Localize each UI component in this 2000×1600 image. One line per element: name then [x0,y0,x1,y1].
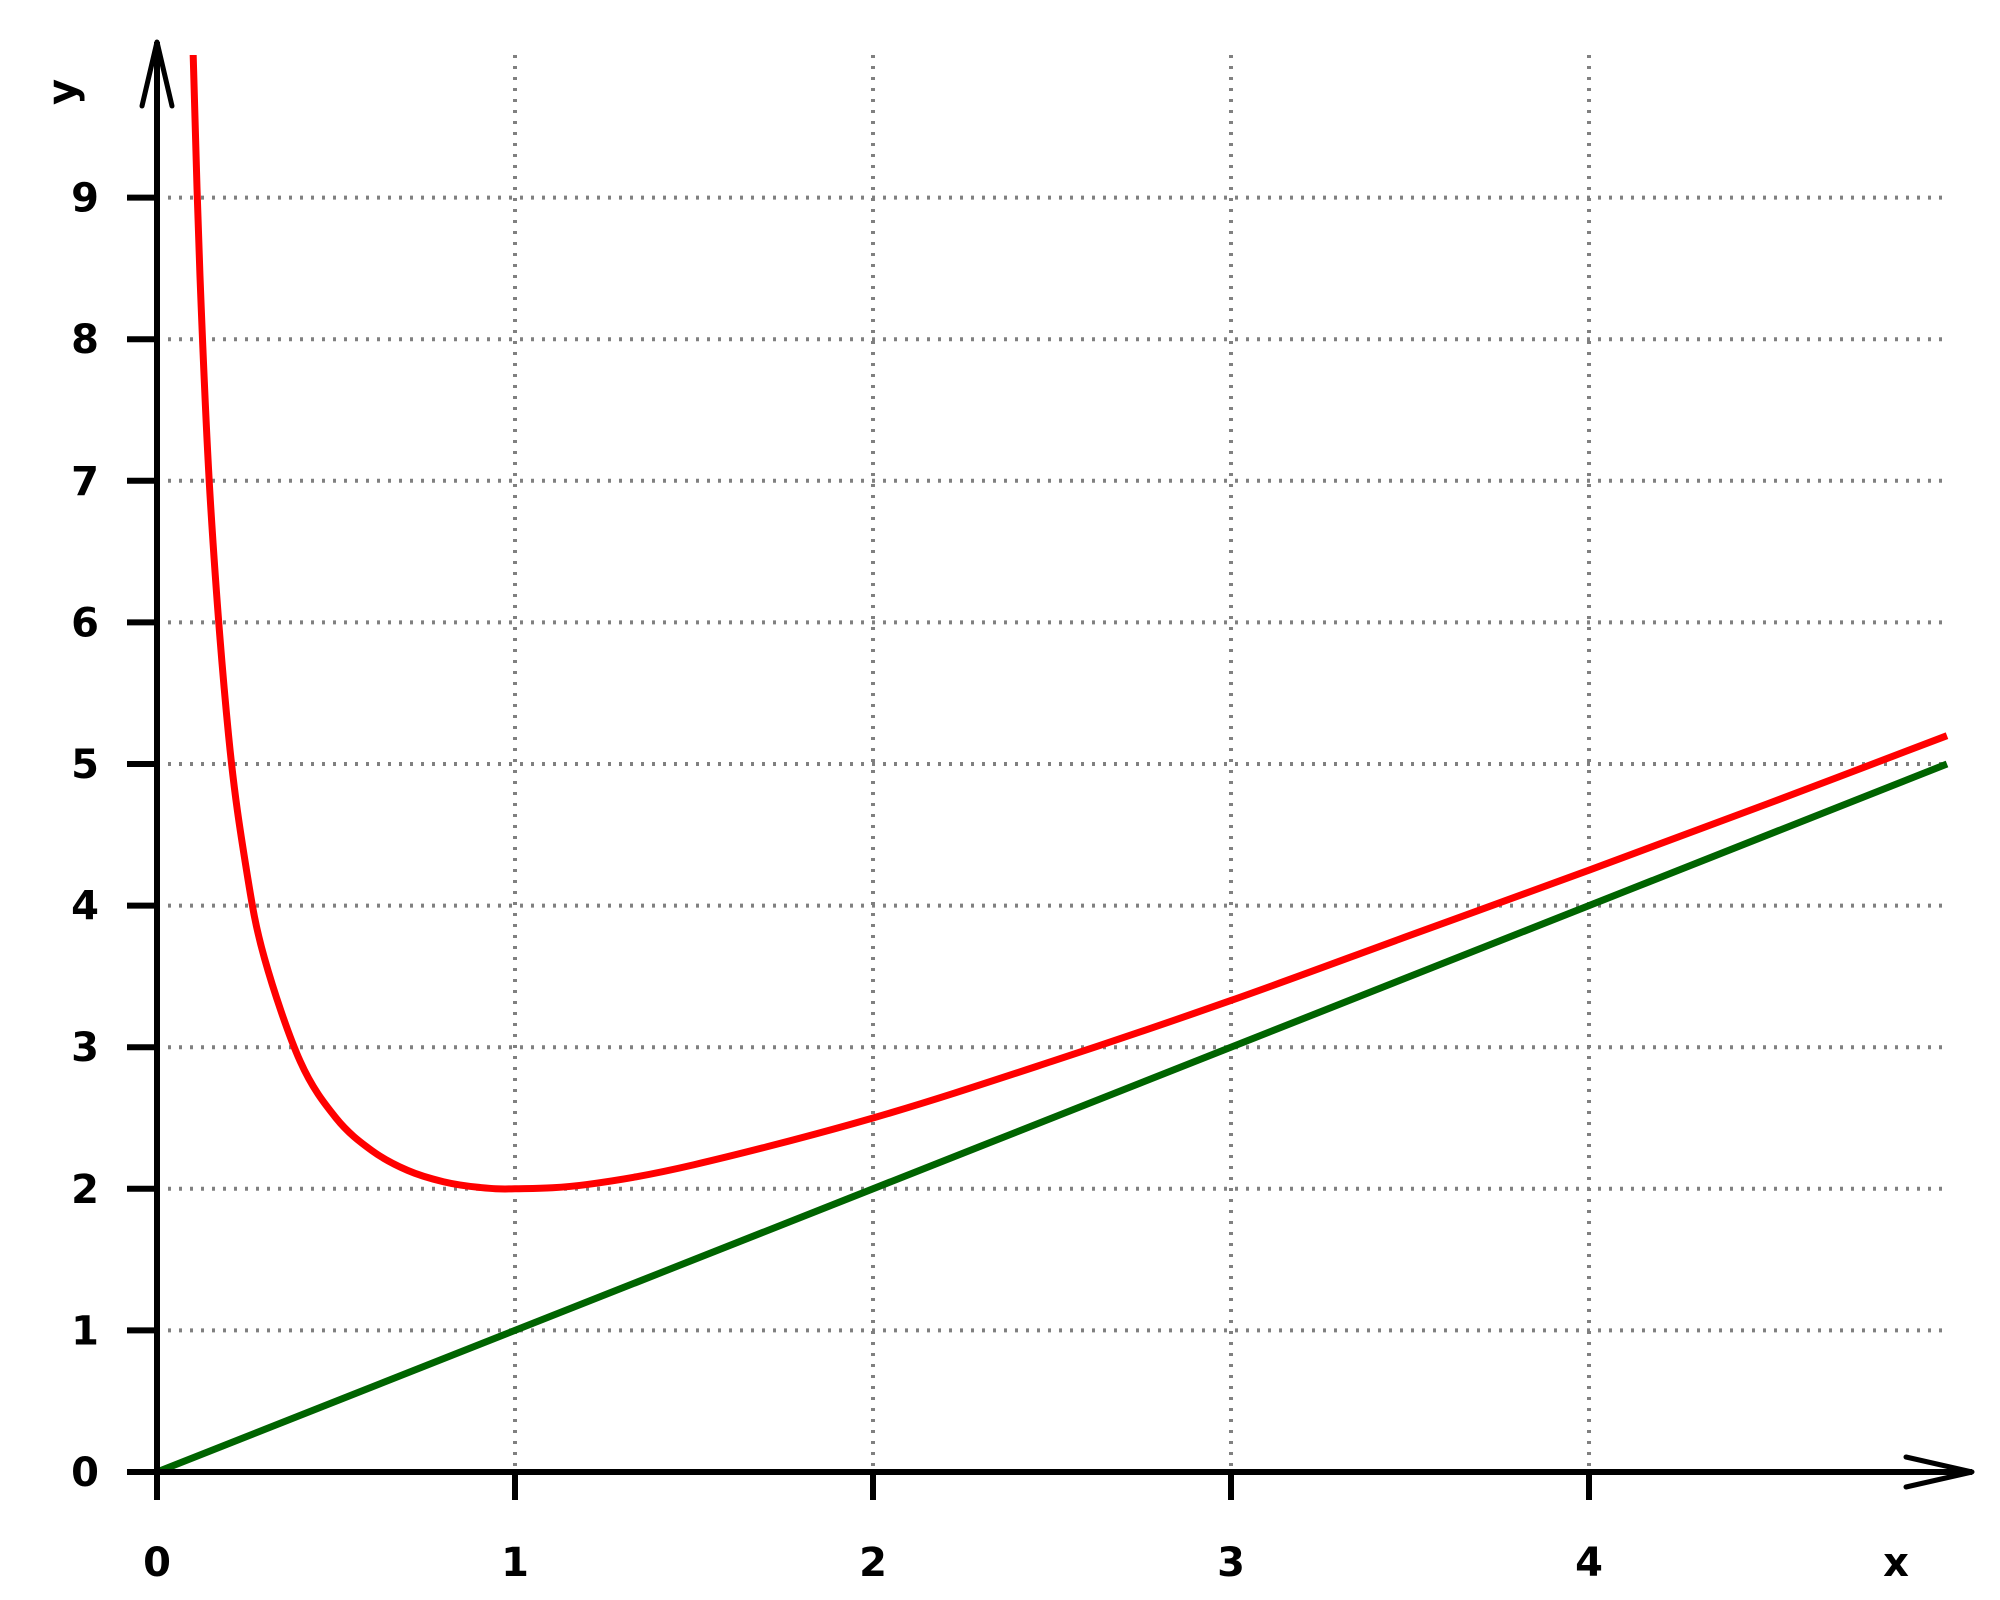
x-axis-arrow-icon [1903,1454,1975,1490]
x-axis-label: x [1883,1540,1909,1586]
axes [127,39,1975,1500]
y-axis-arrow-icon [139,39,175,109]
y-tick-label: 8 [71,317,99,363]
y-tick-label: 0 [71,1450,99,1496]
x-tick-label: 3 [1217,1540,1245,1586]
y-axis-label: y [40,79,86,105]
ticks: 0 1 2 3 4 0 1 2 3 4 5 6 7 8 9 [71,176,1603,1586]
y-tick-label: 1 [71,1308,99,1354]
y-tick-label: 5 [71,742,99,788]
series-line-2 [155,760,1949,1476]
x-tick-label: 4 [1575,1540,1603,1586]
y-tick-label: 9 [71,176,99,222]
y-tick-label: 6 [71,600,99,646]
y-tick-label: 4 [71,884,99,930]
grid [157,55,1942,1472]
y-tick-label: 2 [71,1167,99,1213]
series-line-1 [189,55,1949,1193]
y-tick-label: 3 [71,1025,99,1071]
series-layer [155,55,1949,1476]
x-tick-label: 0 [143,1540,171,1586]
x-tick-label: 2 [859,1540,887,1586]
x-tick-label: 1 [501,1540,529,1586]
y-tick-label: 7 [71,459,99,505]
